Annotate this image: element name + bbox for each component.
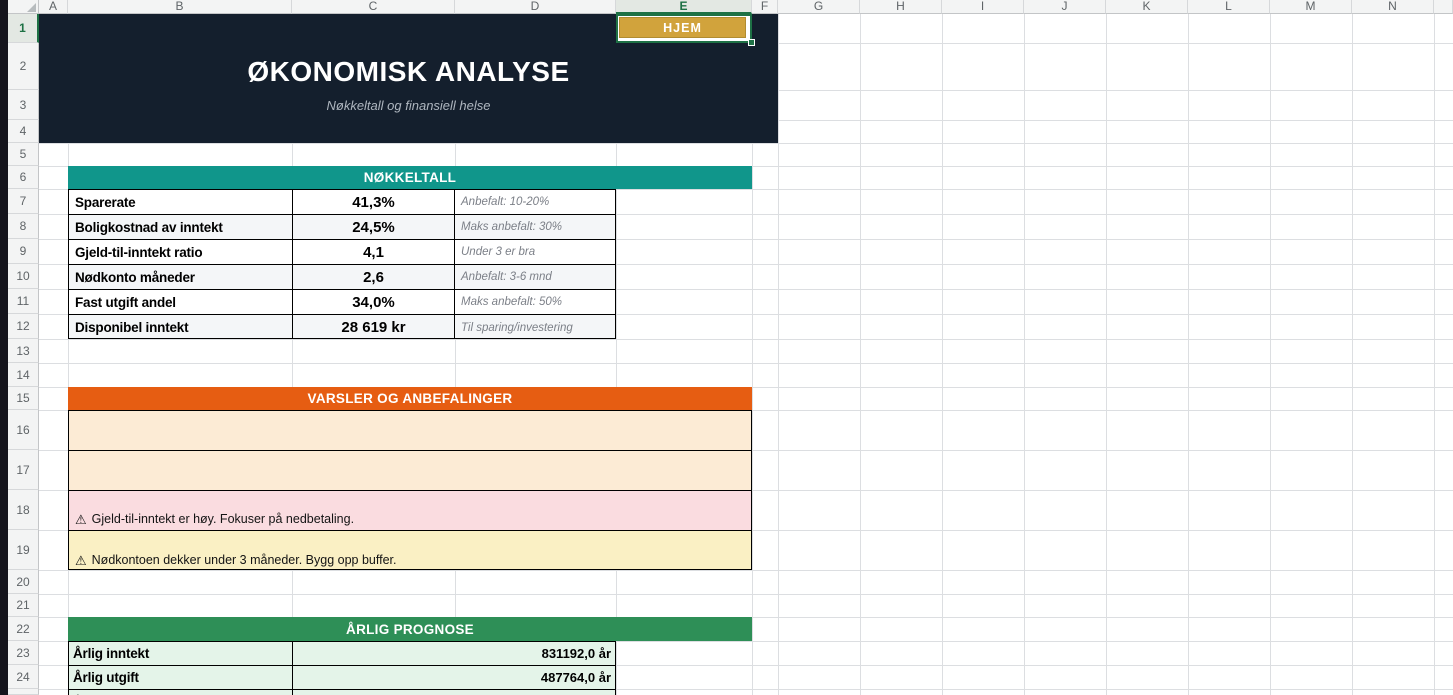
metric-note[interactable]: Maks anbefalt: 30% — [461, 221, 563, 233]
alert-row-debt-warning[interactable]: ⚠ Gjeld-til-inntekt er høy. Fokuser på n… — [69, 491, 751, 531]
column-header-m[interactable]: M — [1270, 0, 1352, 14]
forecast-section-header[interactable]: ÅRLIG PROGNOSE — [68, 617, 752, 641]
alert-text: Gjeld-til-inntekt er høy. Fokuser på ned… — [91, 512, 355, 526]
metric-note[interactable]: Anbefalt: 3-6 mnd — [461, 271, 552, 283]
alerts-section-header[interactable]: VARSLER OG ANBEFALINGER — [68, 387, 752, 410]
column-header-k[interactable]: K — [1106, 0, 1188, 14]
column-header-l[interactable]: L — [1188, 0, 1270, 14]
row-header-2[interactable]: 2 — [8, 43, 39, 90]
alert-text: Nødkontoen dekker under 3 måneder. Bygg … — [91, 553, 397, 567]
selection-fill-handle[interactable] — [748, 39, 755, 46]
row-header-17[interactable]: 17 — [8, 450, 39, 490]
forecast-table: Årlig inntekt 831192,0 år Årlig utgift 4… — [68, 641, 616, 695]
metric-label[interactable]: Sparerate — [69, 190, 293, 214]
table-row[interactable]: Disponibel inntekt 28 619 kr Til sparing… — [69, 315, 615, 338]
column-header-a[interactable]: A — [39, 0, 68, 14]
row-header-25-partial[interactable] — [8, 689, 39, 695]
metric-value[interactable]: 24,5% — [293, 215, 455, 239]
row-header-21[interactable]: 21 — [8, 594, 39, 617]
row-header-23[interactable]: 23 — [8, 641, 39, 665]
row-header-22[interactable]: 22 — [8, 617, 39, 641]
forecast-label[interactable]: Årlig sparing — [69, 690, 293, 695]
row-header-6[interactable]: 6 — [8, 166, 39, 189]
row-header-9[interactable]: 9 — [8, 239, 39, 264]
forecast-value[interactable]: 343428,0 år — [293, 690, 615, 695]
column-header-i[interactable]: I — [942, 0, 1024, 14]
table-row-partial[interactable]: Årlig sparing 343428,0 år — [69, 690, 615, 695]
page-title: ØKONOMISK ANALYSE — [247, 56, 570, 87]
metric-label[interactable]: Nødkonto måneder — [69, 265, 293, 289]
metric-note[interactable]: Til sparing/investering — [461, 321, 573, 334]
column-header-c[interactable]: C — [292, 0, 455, 14]
warning-icon: ⚠ — [75, 512, 87, 527]
selected-cell-e1[interactable]: HJEM — [616, 14, 755, 46]
row-header-16[interactable]: 16 — [8, 410, 39, 450]
column-header-f[interactable]: F — [752, 0, 778, 14]
alert-row-empty[interactable] — [69, 451, 751, 491]
metric-value[interactable]: 4,1 — [293, 240, 455, 264]
alerts-block: ⚠ Gjeld-til-inntekt er høy. Fokuser på n… — [68, 410, 752, 570]
row-header-7[interactable]: 7 — [8, 189, 39, 214]
metric-label[interactable]: Disponibel inntekt — [69, 315, 293, 338]
metric-note[interactable]: Maks anbefalt: 50% — [461, 296, 563, 308]
column-header-b[interactable]: B — [68, 0, 292, 14]
table-row[interactable]: Nødkonto måneder 2,6 Anbefalt: 3-6 mnd — [69, 265, 615, 290]
row-header-5[interactable]: 5 — [8, 143, 39, 166]
row-header-3[interactable]: 3 — [8, 90, 39, 120]
row-header-24[interactable]: 24 — [8, 665, 39, 689]
table-row[interactable]: Sparerate 41,3% Anbefalt: 10-20% — [69, 190, 615, 215]
alert-row-empty[interactable] — [69, 411, 751, 451]
key-metrics-section-header[interactable]: NØKKELTALL — [68, 166, 752, 189]
alert-row-emergency-fund-warning[interactable]: ⚠ Nødkontoen dekker under 3 måneder. Byg… — [69, 531, 751, 569]
column-header-j[interactable]: J — [1024, 0, 1106, 14]
forecast-section-title: ÅRLIG PROGNOSE — [346, 621, 474, 637]
page-subtitle: Nøkkeltall og finansiell helse — [326, 98, 491, 113]
forecast-label[interactable]: Årlig inntekt — [69, 642, 293, 665]
column-header-partial[interactable] — [1434, 0, 1453, 14]
select-all-corner[interactable] — [8, 0, 39, 14]
forecast-label[interactable]: Årlig utgift — [69, 666, 293, 689]
alerts-section-title: VARSLER OG ANBEFALINGER — [307, 391, 513, 406]
table-row[interactable]: Gjeld-til-inntekt ratio 4,1 Under 3 er b… — [69, 240, 615, 265]
row-header-4[interactable]: 4 — [8, 120, 39, 143]
key-metrics-table: Sparerate 41,3% Anbefalt: 10-20% Boligko… — [68, 189, 616, 339]
row-header-10[interactable]: 10 — [8, 264, 39, 289]
table-row[interactable]: Fast utgift andel 34,0% Maks anbefalt: 5… — [69, 290, 615, 315]
metric-note[interactable]: Under 3 er bra — [461, 246, 536, 258]
key-metrics-section-title: NØKKELTALL — [363, 170, 457, 185]
metric-label[interactable]: Gjeld-til-inntekt ratio — [69, 240, 293, 264]
metric-value[interactable]: 2,6 — [293, 265, 455, 289]
metric-label[interactable]: Boligkostnad av inntekt — [69, 215, 293, 239]
home-button[interactable]: HJEM — [619, 17, 746, 38]
row-header-15[interactable]: 15 — [8, 387, 39, 410]
row-header-18[interactable]: 18 — [8, 490, 39, 530]
warning-icon: ⚠ — [75, 553, 87, 568]
row-header-13[interactable]: 13 — [8, 339, 39, 363]
row-header-14[interactable]: 14 — [8, 363, 39, 387]
forecast-value[interactable]: 831192,0 år — [541, 646, 611, 661]
table-row[interactable]: Årlig inntekt 831192,0 år — [69, 642, 615, 666]
row-header-8[interactable]: 8 — [8, 214, 39, 239]
row-header-19[interactable]: 19 — [8, 530, 39, 570]
row-header-20[interactable]: 20 — [8, 570, 39, 594]
metric-value[interactable]: 41,3% — [293, 190, 455, 214]
forecast-value[interactable]: 487764,0 år — [540, 670, 611, 685]
row-header-1-selected[interactable]: 1 — [8, 14, 39, 43]
metric-note[interactable]: Anbefalt: 10-20% — [461, 196, 550, 208]
column-header-n[interactable]: N — [1352, 0, 1434, 14]
column-header-g[interactable]: G — [778, 0, 860, 14]
metric-value[interactable]: 28 619 kr — [293, 315, 455, 338]
column-header-e-selected[interactable]: E — [616, 0, 752, 14]
metric-label[interactable]: Fast utgift andel — [69, 290, 293, 314]
metric-value[interactable]: 34,0% — [293, 290, 455, 314]
window-edge-strip — [0, 0, 8, 695]
row-header-11[interactable]: 11 — [8, 289, 39, 314]
column-header-h[interactable]: H — [860, 0, 942, 14]
table-row[interactable]: Boligkostnad av inntekt 24,5% Maks anbef… — [69, 215, 615, 240]
column-header-d[interactable]: D — [455, 0, 616, 14]
table-row[interactable]: Årlig utgift 487764,0 år — [69, 666, 615, 690]
row-header-12[interactable]: 12 — [8, 314, 39, 339]
select-all-triangle-icon — [27, 3, 36, 12]
